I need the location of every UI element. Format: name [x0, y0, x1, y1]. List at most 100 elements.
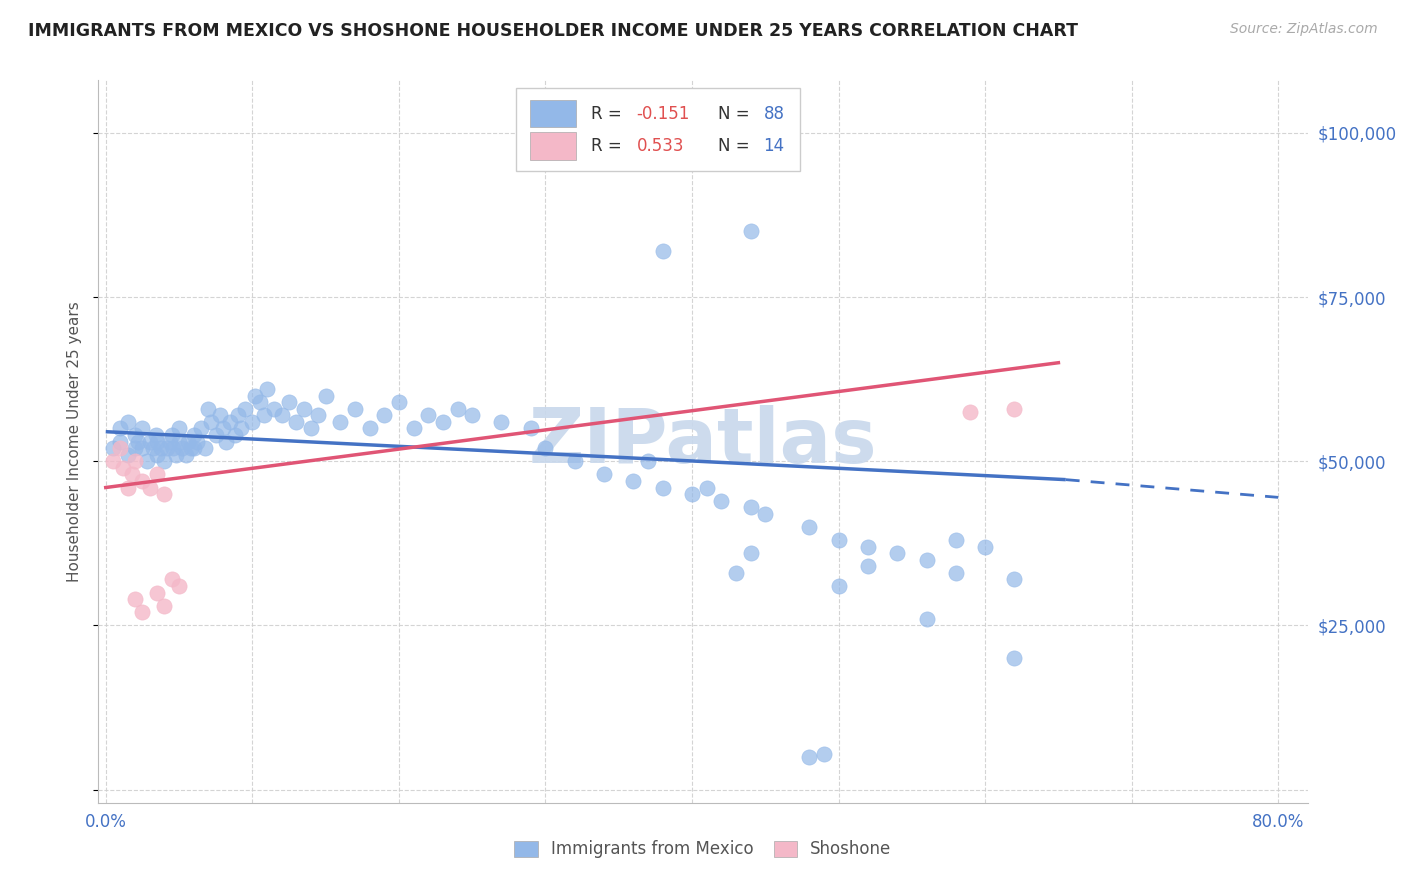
Point — [724, 566, 747, 580]
Point — [170, 441, 193, 455]
Text: ZIPatlas: ZIPatlas — [529, 405, 877, 478]
Point — [110, 421, 132, 435]
Text: R =: R = — [591, 104, 627, 122]
Point — [593, 467, 616, 482]
Point — [165, 448, 187, 462]
Point — [124, 428, 146, 442]
Point — [249, 395, 271, 409]
Point — [146, 448, 169, 462]
Point — [799, 749, 821, 764]
Point — [343, 401, 366, 416]
Point — [432, 415, 454, 429]
Point — [146, 434, 169, 449]
Point — [945, 566, 967, 580]
Point — [292, 401, 315, 416]
Point — [159, 434, 181, 449]
Point — [253, 409, 276, 423]
Point — [183, 428, 205, 442]
Text: IMMIGRANTS FROM MEXICO VS SHOSHONE HOUSEHOLDER INCOME UNDER 25 YEARS CORRELATION: IMMIGRANTS FROM MEXICO VS SHOSHONE HOUSE… — [28, 22, 1078, 40]
Point — [329, 415, 352, 429]
Text: -0.151: -0.151 — [637, 104, 690, 122]
Point — [278, 395, 301, 409]
Point — [799, 520, 821, 534]
Point — [1004, 651, 1026, 665]
Point — [827, 579, 849, 593]
Point — [131, 605, 153, 619]
Point — [177, 434, 200, 449]
Point — [233, 401, 256, 416]
Point — [418, 409, 440, 423]
Point — [160, 428, 183, 442]
FancyBboxPatch shape — [530, 132, 576, 160]
Point — [263, 401, 285, 416]
Text: 0.533: 0.533 — [637, 137, 683, 155]
Point — [180, 441, 202, 455]
Point — [229, 421, 252, 435]
Point — [101, 441, 124, 455]
Point — [915, 612, 938, 626]
Point — [135, 454, 157, 468]
Point — [142, 441, 165, 455]
Point — [461, 409, 484, 423]
Point — [209, 409, 232, 423]
Point — [124, 441, 146, 455]
Point — [710, 493, 733, 508]
Point — [388, 395, 411, 409]
Point — [190, 421, 212, 435]
Point — [886, 546, 908, 560]
Point — [740, 546, 762, 560]
FancyBboxPatch shape — [516, 87, 800, 170]
Point — [156, 441, 179, 455]
FancyBboxPatch shape — [530, 100, 576, 128]
Point — [117, 448, 139, 462]
Point — [150, 441, 173, 455]
Point — [827, 533, 849, 547]
Point — [256, 382, 278, 396]
Point — [446, 401, 468, 416]
Point — [146, 467, 169, 482]
Point — [651, 244, 673, 258]
Point — [520, 421, 543, 435]
Text: R =: R = — [591, 137, 627, 155]
Point — [212, 421, 235, 435]
Point — [299, 421, 322, 435]
Point — [197, 401, 219, 416]
Point — [856, 559, 879, 574]
Point — [153, 599, 176, 613]
Point — [240, 415, 263, 429]
Text: 88: 88 — [763, 104, 785, 122]
Point — [945, 533, 967, 547]
Point — [219, 415, 242, 429]
Point — [1004, 573, 1026, 587]
Point — [127, 434, 149, 449]
Point — [1004, 401, 1026, 416]
Point — [131, 441, 153, 455]
Text: N =: N = — [717, 104, 755, 122]
Point — [167, 434, 190, 449]
Point — [162, 441, 184, 455]
Point — [110, 441, 132, 455]
Point — [167, 579, 190, 593]
Point — [813, 747, 835, 761]
Point — [121, 467, 143, 482]
Point — [200, 415, 222, 429]
Point — [101, 454, 124, 468]
Text: Source: ZipAtlas.com: Source: ZipAtlas.com — [1230, 22, 1378, 37]
Point — [183, 441, 205, 455]
Point — [145, 428, 167, 442]
Point — [740, 500, 762, 515]
Point — [315, 388, 337, 402]
Point — [621, 474, 644, 488]
Point — [402, 421, 425, 435]
Point — [110, 434, 132, 449]
Point — [245, 388, 267, 402]
Point — [974, 540, 997, 554]
Point — [131, 421, 153, 435]
Point — [160, 573, 183, 587]
Point — [740, 224, 762, 238]
Point — [856, 540, 879, 554]
Text: N =: N = — [717, 137, 755, 155]
Point — [224, 428, 246, 442]
Point — [681, 487, 703, 501]
Point — [226, 409, 249, 423]
